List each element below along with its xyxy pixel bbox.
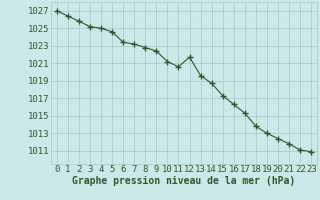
X-axis label: Graphe pression niveau de la mer (hPa): Graphe pression niveau de la mer (hPa) xyxy=(72,176,296,186)
